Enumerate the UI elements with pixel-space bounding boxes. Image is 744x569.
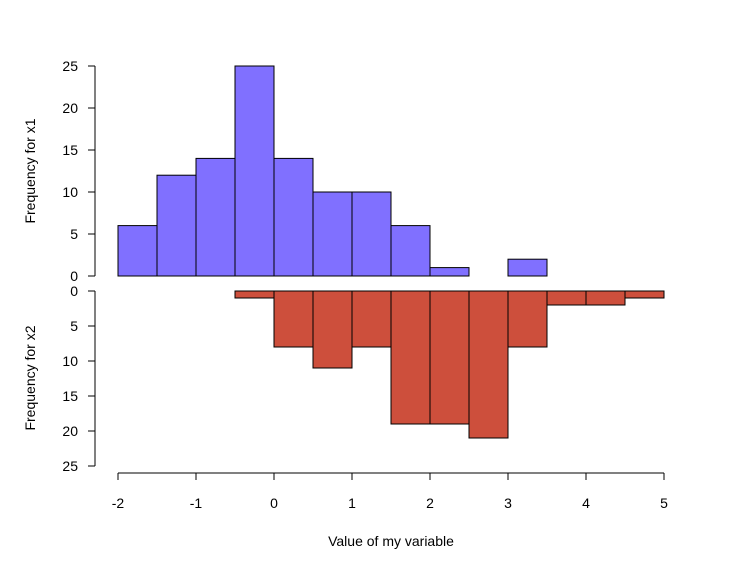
- x2-histogram-bar: [234, 290, 275, 299]
- x-axis-tick-label: 1: [348, 495, 356, 511]
- x1-histogram-bar: [351, 191, 392, 277]
- y-axis-tick-label: 10: [62, 353, 78, 369]
- x1-histogram-bar: [390, 225, 431, 277]
- x2-histogram-bar: [585, 290, 626, 306]
- x-axis-tick-label: -2: [112, 495, 125, 511]
- x2-histogram-bar: [390, 290, 431, 425]
- y-axis-tick-label: 5: [70, 226, 78, 242]
- x2-histogram-bar: [351, 290, 392, 348]
- y-axis-tick-label: 20: [62, 423, 78, 439]
- top-y-axis-title: Frequency for x1: [22, 118, 38, 223]
- y-axis-tick-label: 0: [70, 283, 78, 299]
- x1-histogram-bar: [234, 65, 275, 277]
- y-axis-tick-label: 15: [62, 388, 78, 404]
- x1-histogram-bar: [312, 191, 353, 277]
- bottom-histogram-panel: 0 5 10 15 20 25: [62, 283, 665, 474]
- x2-histogram-bar: [546, 290, 587, 306]
- bottom-y-axis-title: Frequency for x2: [22, 325, 38, 430]
- x1-histogram-bar: [507, 258, 548, 277]
- x-axis-title: Value of my variable: [328, 533, 454, 549]
- x1-histogram-bar: [273, 157, 314, 277]
- x2-histogram-bar: [273, 290, 314, 348]
- x-axis-tick-label: 3: [504, 495, 512, 511]
- x-axis-tick-label: 0: [270, 495, 278, 511]
- x2-histogram-bar: [624, 290, 665, 299]
- x-axis-tick-label: 4: [582, 495, 590, 511]
- y-axis-tick-label: 25: [62, 458, 78, 474]
- x2-histogram-bar: [429, 290, 470, 425]
- y-axis-tick-label: 15: [62, 142, 78, 158]
- x-axis-tick-label: 2: [426, 495, 434, 511]
- y-axis-tick-label: 25: [62, 58, 78, 74]
- x2-histogram-bar: [468, 290, 509, 439]
- x1-histogram-bar: [429, 267, 470, 277]
- x-axis-tick-label: 5: [660, 495, 668, 511]
- x1-histogram-bar: [117, 225, 158, 277]
- x2-histogram-bar: [312, 290, 353, 369]
- y-axis-tick-label: 20: [62, 100, 78, 116]
- x1-histogram-bar: [156, 174, 197, 277]
- x2-histogram-bar: [507, 290, 548, 348]
- x1-histogram-bar: [195, 157, 236, 277]
- y-axis-tick-label: 10: [62, 184, 78, 200]
- top-histogram-panel: 0 5 10 15 20 25: [62, 58, 548, 284]
- x-axis-tick-label: -1: [190, 495, 203, 511]
- y-axis-tick-label: 0: [70, 268, 78, 284]
- x-axis: -2 -1 0 1 2 3 4 5: [112, 472, 668, 511]
- y-axis-tick-label: 5: [70, 318, 78, 334]
